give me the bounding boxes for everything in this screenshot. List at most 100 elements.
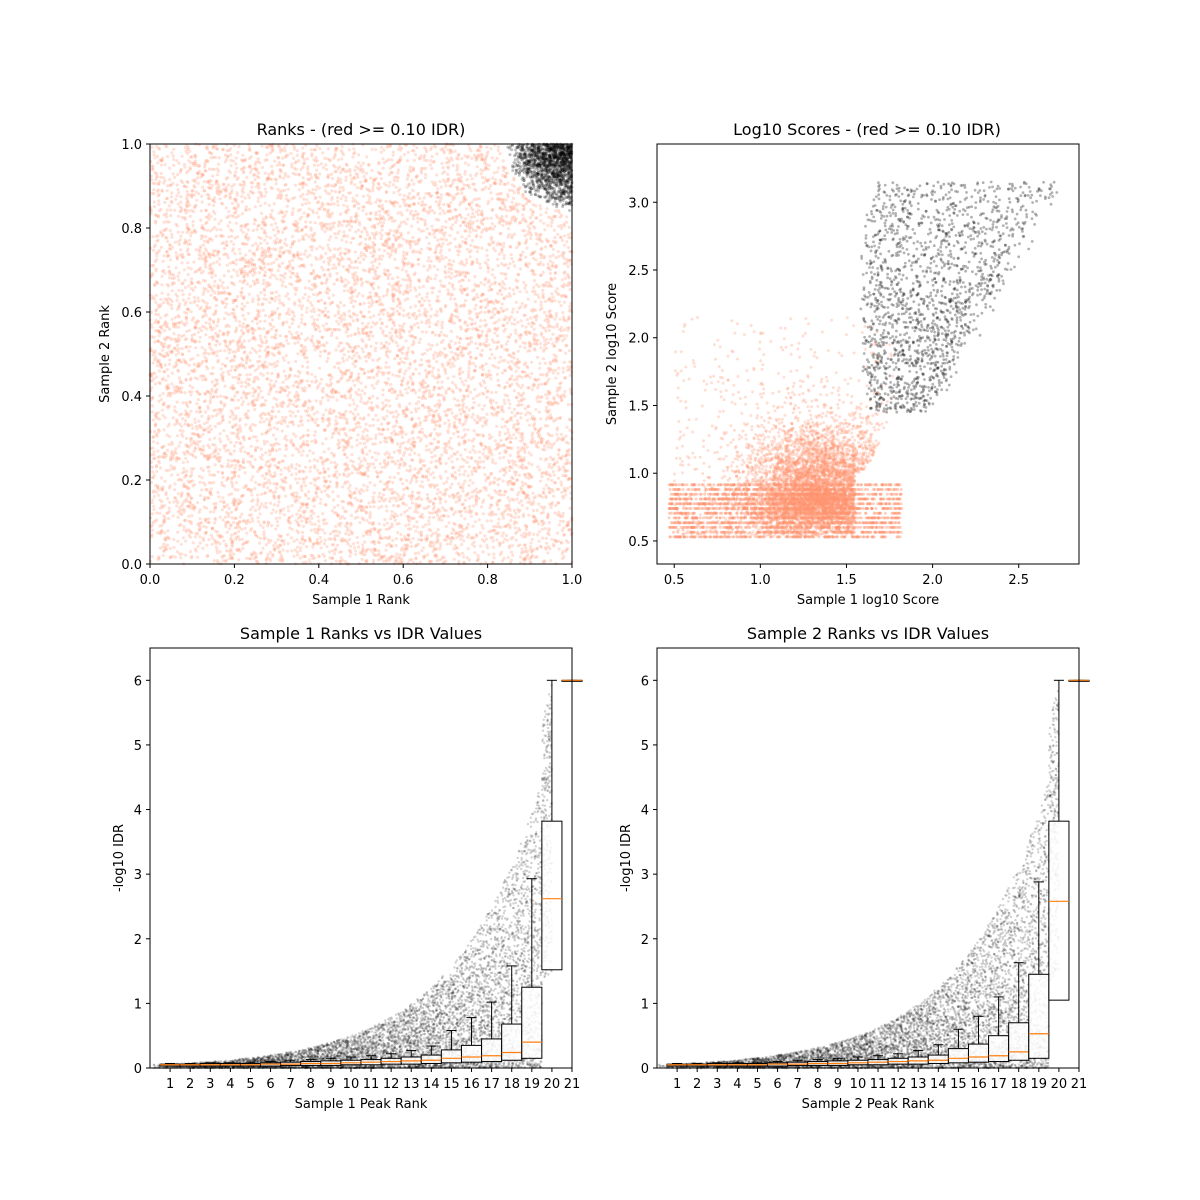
scatter-point	[306, 157, 309, 160]
scatter-point	[186, 249, 189, 252]
scatter-point	[333, 365, 336, 368]
scatter-point	[264, 314, 267, 317]
scatter-point	[514, 526, 517, 529]
scatter-point	[422, 285, 425, 288]
scatter-point	[372, 424, 375, 427]
scatter-point	[377, 370, 380, 373]
scatter-point	[160, 292, 163, 295]
scatter-point	[524, 342, 527, 345]
scatter-point	[236, 295, 239, 298]
scatter-point	[318, 187, 321, 190]
scatter-point	[264, 502, 267, 505]
scatter-point	[447, 515, 450, 518]
scatter-point	[164, 163, 167, 166]
scatter-point	[306, 360, 309, 363]
scatter-point	[165, 351, 168, 354]
scatter-point	[502, 456, 505, 459]
scatter-point	[402, 488, 405, 491]
scatter-point	[396, 171, 399, 174]
scatter-point	[385, 509, 388, 512]
scatter-point	[189, 550, 192, 553]
scatter-point	[180, 543, 183, 546]
scatter-point	[167, 293, 170, 296]
scatter-point	[235, 222, 238, 225]
scatter-point	[172, 164, 175, 167]
scatter-point	[436, 239, 439, 242]
scatter-point	[562, 520, 565, 523]
scatter-point	[524, 284, 527, 287]
scatter-point	[425, 444, 428, 447]
scatter-point	[414, 153, 417, 156]
scatter-point	[201, 378, 204, 381]
scatter-point	[192, 220, 195, 223]
scatter-point	[274, 380, 277, 383]
scatter-point	[176, 257, 179, 260]
scatter-point	[354, 510, 357, 513]
scatter-point	[191, 337, 194, 340]
scatter-point	[382, 312, 385, 315]
scatter-point	[272, 508, 275, 511]
scatter-point	[226, 531, 229, 534]
scatter-point	[182, 401, 185, 404]
scatter-point	[278, 313, 281, 316]
scatter-point	[158, 249, 161, 252]
scatter-point	[553, 236, 556, 239]
scatter-point	[546, 512, 549, 515]
scatter-point	[483, 455, 486, 458]
scatter-point	[493, 225, 496, 228]
scatter-point	[455, 185, 458, 188]
scatter-point	[301, 186, 304, 189]
scatter-point	[267, 521, 270, 524]
scatter-point	[295, 280, 298, 283]
scatter-point	[352, 379, 355, 382]
scatter-point	[247, 228, 250, 231]
scatter-point	[473, 429, 476, 432]
scatter-point	[355, 194, 358, 197]
scatter-point	[422, 391, 425, 394]
scatter-point	[459, 337, 462, 340]
scatter-point	[439, 432, 442, 435]
scatter-point	[526, 247, 529, 250]
scatter-point	[430, 511, 433, 514]
scatter-point	[539, 457, 542, 460]
scatter-point	[524, 482, 527, 485]
scatter-point	[445, 539, 448, 542]
scatter-point	[413, 452, 416, 455]
scatter-point	[370, 261, 373, 264]
scatter-point	[284, 285, 287, 288]
scatter-point	[221, 471, 224, 474]
scatter-point	[152, 508, 155, 511]
scatter-point	[489, 348, 492, 351]
scatter-point	[243, 350, 246, 353]
scatter-point	[392, 300, 395, 303]
scatter-point	[311, 554, 314, 557]
scatter-point	[435, 310, 438, 313]
scatter-point	[362, 195, 365, 198]
scatter-point	[174, 447, 177, 450]
scatter-point	[391, 327, 394, 330]
scatter-point	[246, 378, 249, 381]
scatter-point	[223, 403, 226, 406]
scatter-point	[179, 248, 182, 251]
scatter-point	[263, 274, 266, 277]
scatter-point	[352, 542, 355, 545]
scatter-point	[330, 461, 333, 464]
scatter-point	[527, 225, 530, 228]
scatter-point	[537, 383, 540, 386]
scatter-point	[507, 556, 510, 559]
scatter-point	[197, 296, 200, 299]
scatter-point	[278, 516, 281, 519]
scatter-point	[496, 334, 499, 337]
scatter-point	[327, 467, 330, 470]
scatter-point	[321, 396, 324, 399]
scatter-point	[418, 396, 421, 399]
scatter-point	[272, 325, 275, 328]
scatter-point	[294, 374, 297, 377]
scatter-point	[502, 242, 505, 245]
scatter-point	[428, 389, 431, 392]
scatter-point	[356, 279, 359, 282]
scatter-point	[341, 145, 344, 148]
scatter-point	[214, 249, 217, 252]
scatter-point	[423, 434, 426, 437]
scatter-point	[399, 553, 402, 556]
